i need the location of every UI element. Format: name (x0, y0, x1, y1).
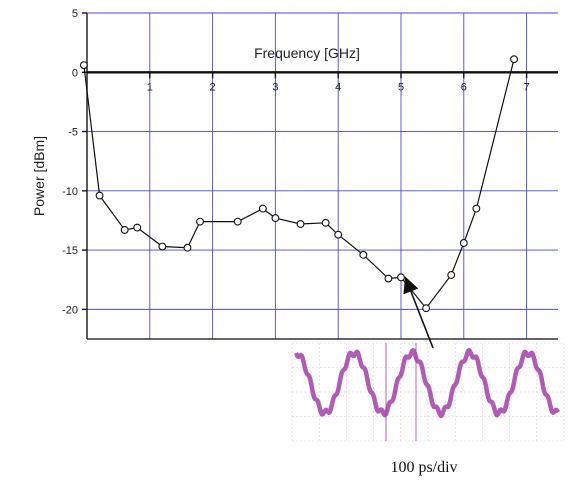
data-point (447, 271, 456, 279)
annotation-arrow (403, 276, 434, 349)
data-point (459, 239, 468, 247)
y-tick-label: -10 (62, 186, 78, 198)
data-point (120, 225, 129, 234)
x-tick-label: 4 (335, 81, 341, 93)
y-tick-label: -15 (62, 245, 78, 257)
data-point (384, 274, 393, 283)
data-point (321, 218, 330, 227)
plot-area (87, 13, 558, 339)
data-point (472, 204, 481, 213)
y-axis-title: Power [dBm] (31, 136, 47, 216)
data-point (334, 230, 343, 239)
data-point (183, 243, 192, 252)
x-tick-label: 5 (398, 81, 404, 93)
y-tick-label: 0 (72, 67, 78, 79)
data-point (359, 250, 368, 259)
data-point (271, 214, 280, 223)
x-tick-label: 3 (272, 81, 278, 93)
tick-labels: 1 2 3 4 5 6 7 5 0 -5 -10 -15 -20 (62, 8, 530, 316)
axes (82, 12, 558, 311)
x-tick-label: 2 (210, 81, 216, 93)
inset-waveform (293, 347, 560, 419)
grid (87, 12, 558, 339)
data-point (133, 223, 142, 232)
data-series (79, 55, 518, 313)
data-point (397, 273, 405, 282)
data-point (510, 55, 518, 64)
inset-caption: 100 ps/div (390, 459, 457, 476)
data-point (422, 304, 431, 313)
y-tick-label: 5 (72, 8, 78, 20)
y-tick-label: -20 (62, 304, 78, 316)
data-point (79, 61, 88, 70)
x-axis-title: Frequency [GHz] (254, 45, 360, 61)
x-tick-label: 6 (461, 81, 467, 93)
data-point (258, 204, 267, 213)
waveform-inset (291, 342, 565, 442)
data-point (233, 217, 242, 226)
x-tick-label: 1 (147, 81, 153, 93)
x-tick-label: 7 (524, 81, 530, 93)
data-point (196, 217, 204, 226)
y-tick-label: -5 (68, 127, 78, 139)
data-point (95, 191, 104, 200)
waveform-trace (293, 347, 560, 419)
data-point (296, 220, 305, 228)
data-point (158, 242, 167, 251)
